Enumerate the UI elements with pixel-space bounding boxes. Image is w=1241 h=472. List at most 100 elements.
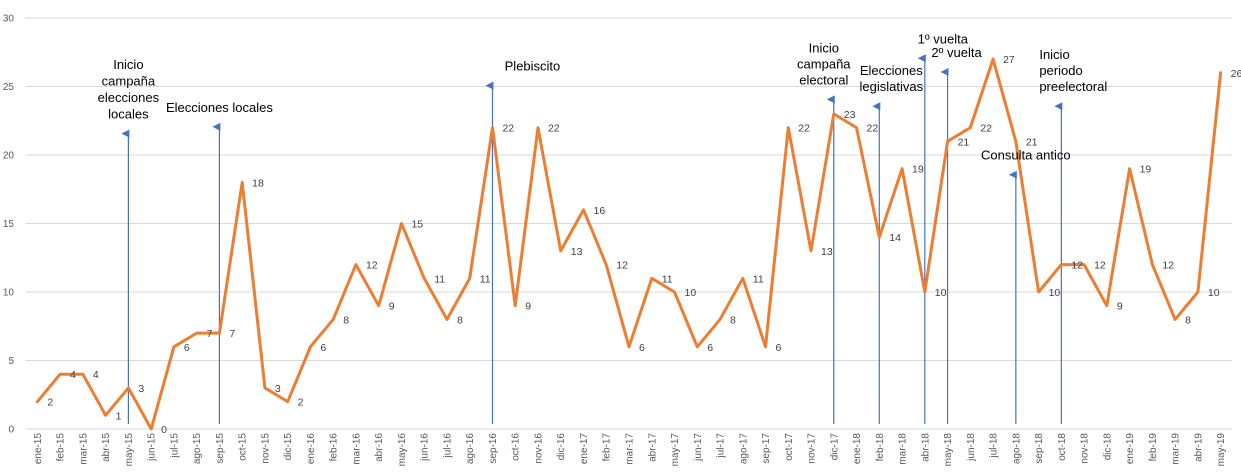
data-label: 2: [298, 397, 304, 409]
x-tick-label: ago-16: [465, 433, 476, 465]
x-tick-label: ene-16: [306, 433, 317, 465]
x-tick-label: oct-17: [784, 433, 795, 461]
data-label: 6: [184, 342, 190, 354]
x-tick-label: ago-17: [738, 433, 749, 465]
x-tick-label: mar-15: [78, 433, 89, 465]
x-tick-label: jul-16: [442, 433, 453, 459]
x-tick-label: mar-18: [898, 433, 909, 465]
data-label: 7: [207, 328, 213, 340]
x-tick-label: sep-16: [488, 433, 499, 464]
data-label: 27: [1003, 54, 1015, 66]
x-tick-label: nov-18: [1080, 433, 1091, 464]
x-tick-label: oct-16: [511, 433, 522, 461]
annotation-label: Inicio campaña electoral: [797, 40, 851, 87]
data-label: 26: [1231, 68, 1241, 80]
annotation-label: 2º vuelta: [931, 45, 982, 60]
data-label: 11: [434, 273, 445, 285]
x-tick-label: feb-19: [1148, 433, 1159, 462]
data-label: 22: [798, 123, 810, 135]
data-label: 15: [411, 219, 423, 231]
data-label: 22: [867, 123, 879, 135]
x-tick-label: may-16: [397, 433, 408, 467]
x-tick-label: feb-18: [875, 433, 886, 462]
series-line: [35, 57, 1223, 431]
x-tick-label: dic-15: [283, 433, 294, 461]
data-label: 8: [1185, 314, 1191, 326]
annotation-label: 1º vuelta: [918, 31, 969, 46]
data-label: 10: [935, 287, 947, 299]
data-label: 3: [275, 383, 281, 395]
x-tick-label: ene-15: [33, 433, 44, 465]
x-tick-label: jun-15: [147, 433, 158, 462]
x-tick-label: dic-16: [556, 433, 567, 461]
x-tick-label: may-15: [124, 433, 135, 467]
data-label: 16: [593, 205, 605, 217]
annotation-label: Elecciones locales: [166, 100, 273, 115]
data-label: 13: [821, 246, 833, 258]
data-label: 11: [753, 273, 764, 285]
data-label: 1: [116, 410, 122, 422]
data-label: 21: [958, 136, 970, 148]
annotation-label: Inicio campaña elecciones locales: [98, 57, 160, 122]
x-tick-label: jun-17: [693, 433, 704, 462]
x-tick-label: jun-18: [966, 433, 977, 462]
x-axis-ticks: ene-15 feb-15 mar-15 abr-15 may-15 jun-15 jul-…: [33, 433, 1227, 467]
series-lines: [35, 57, 1223, 431]
y-tick-label: 15: [3, 219, 15, 230]
x-tick-label: may-17: [670, 433, 681, 467]
data-label: 14: [889, 232, 901, 244]
annotation-arrows: [121, 54, 1063, 424]
x-tick-label: jun-16: [420, 433, 431, 462]
annotation-label: Elecciones legislativas: [860, 63, 924, 94]
data-label: 21: [1026, 136, 1038, 148]
x-tick-label: ene-19: [1125, 433, 1136, 465]
x-tick-label: nov-15: [260, 433, 271, 464]
annotation-label: Consulta antico: [981, 148, 1071, 163]
y-tick-label: 30: [3, 14, 15, 25]
annotation-label: Inicio periodo preelectoral: [1039, 47, 1107, 94]
data-label: 23: [844, 109, 856, 121]
data-label: 4: [93, 369, 99, 381]
y-tick-label: 0: [8, 425, 14, 436]
annotation-texts: Inicio campaña elecciones locales Elecciones…: [98, 31, 1108, 162]
x-tick-label: jul-17: [716, 433, 727, 459]
x-tick-label: sep-17: [761, 433, 772, 464]
data-label: 6: [639, 342, 645, 354]
data-label: 9: [389, 301, 395, 313]
data-label: 11: [480, 273, 491, 285]
data-label: 8: [730, 314, 736, 326]
data-label: 22: [548, 123, 560, 135]
x-tick-label: mar-19: [1171, 433, 1182, 465]
y-axis-ticks: 0 5 10 15 20 25 30: [3, 14, 15, 436]
data-label: 22: [980, 123, 992, 135]
x-tick-label: feb-17: [602, 433, 613, 462]
y-tick-label: 25: [3, 82, 15, 93]
x-tick-label: abr-16: [374, 433, 385, 462]
x-tick-label: sep-15: [215, 433, 226, 464]
data-label: 12: [1094, 260, 1106, 272]
x-tick-label: feb-16: [329, 433, 340, 462]
x-tick-label: mar-16: [351, 433, 362, 465]
data-label: 3: [138, 383, 144, 395]
data-label: 18: [252, 177, 264, 189]
x-tick-label: ago-15: [192, 433, 203, 465]
data-label: 0: [161, 424, 167, 436]
x-tick-label: jul-15: [169, 433, 180, 459]
data-label: 19: [912, 164, 924, 176]
data-label: 4: [70, 369, 76, 381]
x-tick-label: sep-18: [1034, 433, 1045, 464]
x-tick-label: ago-18: [1011, 433, 1022, 465]
data-label: 9: [1117, 301, 1123, 313]
x-tick-label: ene-17: [579, 433, 590, 465]
data-label: 2: [47, 397, 53, 409]
x-tick-label: abr-18: [920, 433, 931, 462]
x-tick-label: may-18: [943, 433, 954, 467]
data-label: 10: [1208, 287, 1220, 299]
x-tick-label: abr-15: [101, 433, 112, 462]
x-tick-label: dic-17: [829, 433, 840, 461]
x-tick-label: may-19: [1216, 433, 1227, 467]
data-label: 7: [229, 328, 235, 340]
data-label: 12: [1071, 260, 1083, 272]
data-label: 12: [366, 260, 378, 272]
